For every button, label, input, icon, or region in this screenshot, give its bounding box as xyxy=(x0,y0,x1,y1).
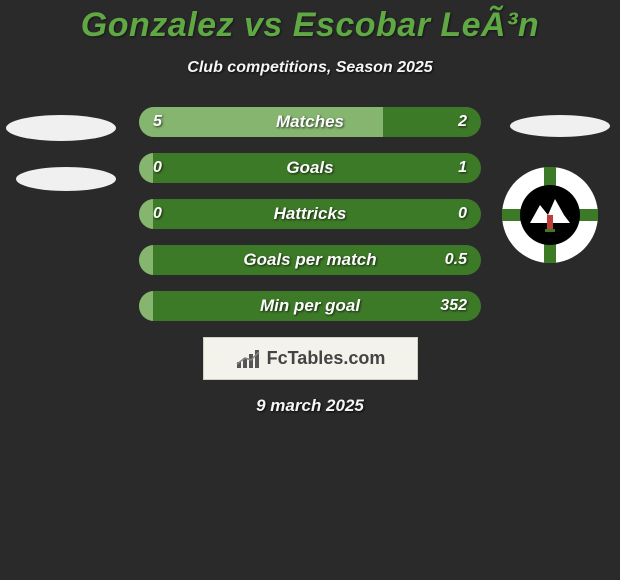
stat-right-value: 352 xyxy=(440,291,467,321)
stat-bar: Goals per match0.5 xyxy=(139,245,481,275)
stat-right-value: 2 xyxy=(458,107,467,137)
branding-text: FcTables.com xyxy=(267,348,386,369)
comparison-panel: 5Matches20Goals10Hattricks0Goals per mat… xyxy=(0,107,620,416)
stat-label: Goals xyxy=(139,153,481,183)
stat-right-value: 0.5 xyxy=(445,245,467,275)
page-title: Gonzalez vs Escobar LeÃ³n xyxy=(0,0,620,45)
stat-bar: Min per goal352 xyxy=(139,291,481,321)
stat-bar: 0Goals1 xyxy=(139,153,481,183)
stat-bars: 5Matches20Goals10Hattricks0Goals per mat… xyxy=(139,107,481,321)
subtitle: Club competitions, Season 2025 xyxy=(0,59,620,77)
branding-chart-icon xyxy=(235,348,261,370)
player-right-logo-1 xyxy=(510,115,610,137)
stat-right-value: 1 xyxy=(458,153,467,183)
player-left-logo-1 xyxy=(6,115,116,141)
stat-label: Hattricks xyxy=(139,199,481,229)
stat-bar: 0Hattricks0 xyxy=(139,199,481,229)
stat-right-value: 0 xyxy=(458,199,467,229)
stat-bar: 5Matches2 xyxy=(139,107,481,137)
club-badge xyxy=(500,165,600,265)
stat-label: Min per goal xyxy=(139,291,481,321)
stat-label: Goals per match xyxy=(139,245,481,275)
stat-label: Matches xyxy=(139,107,481,137)
player-left-logo-2 xyxy=(16,167,116,191)
branding-badge: FcTables.com xyxy=(203,337,418,380)
date-label: 9 march 2025 xyxy=(0,396,620,416)
